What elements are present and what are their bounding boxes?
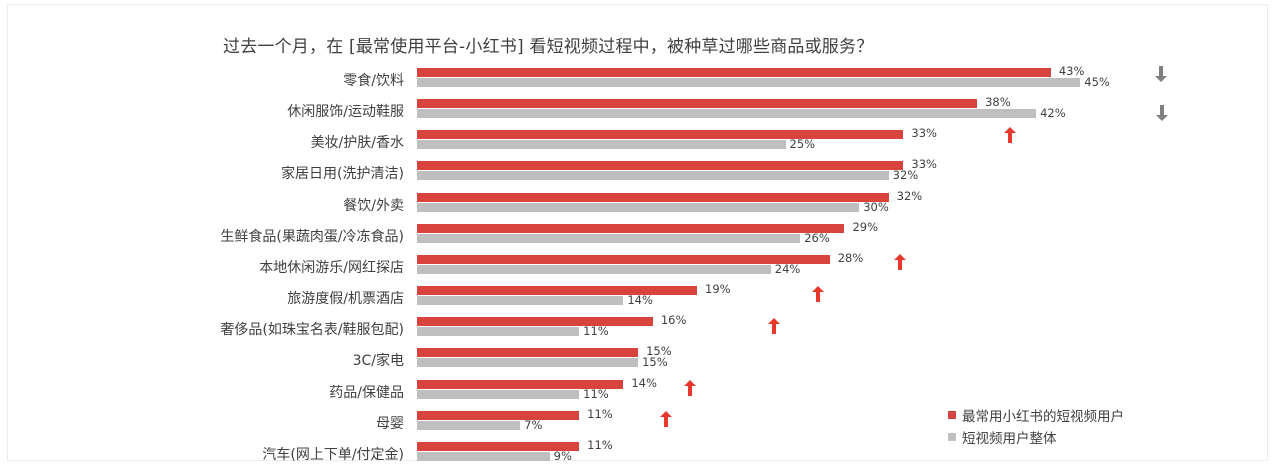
legend-item-xiaohongshu-users: 最常用小红书的短视频用户 — [948, 404, 1124, 426]
data-label: 24% — [774, 261, 801, 276]
data-label: 29% — [852, 219, 879, 234]
bar-all-users — [417, 140, 786, 150]
category-label: 旅游度假/机票酒店 — [287, 291, 404, 308]
category-label: 本地休闲游乐/网红探店 — [259, 259, 404, 276]
category-label: 汽车(网上下单/付定金) — [262, 446, 404, 463]
chart-row: 汽车(网上下单/付定金) 11% 9% — [0, 438, 1280, 472]
data-label: 11% — [583, 386, 609, 401]
data-label: 32% — [892, 168, 919, 183]
category-label: 餐饮/外卖 — [343, 197, 404, 214]
bar-xiaohongshu-users — [417, 410, 580, 420]
arrow-up-icon — [1004, 127, 1016, 144]
legend-label: 最常用小红书的短视频用户 — [962, 409, 1124, 425]
category-label: 生鲜食品(果蔬肉蛋/冷冻食品) — [220, 228, 404, 245]
bar-all-users — [417, 109, 1037, 119]
chart-row: 休闲服饰/运动鞋服 38% 42% — [0, 95, 1280, 129]
bar-xiaohongshu-users — [417, 441, 580, 451]
bar-all-users — [417, 420, 521, 430]
bar-xiaohongshu-users — [417, 286, 698, 296]
arrow-down-icon — [1155, 66, 1167, 82]
data-label: 43% — [1058, 64, 1085, 78]
chart-row: 旅游度假/机票酒店 19% 14% — [0, 282, 1280, 316]
data-label: 45% — [1084, 75, 1110, 89]
data-label: 11% — [587, 406, 613, 421]
data-label: 9% — [553, 448, 572, 463]
bar-xiaohongshu-users — [417, 68, 1051, 77]
data-label: 15% — [646, 344, 672, 359]
data-label: 11% — [587, 437, 613, 452]
bar-all-users — [417, 171, 889, 181]
bar-xiaohongshu-users — [417, 99, 978, 109]
legend-label: 短视频用户整体 — [962, 431, 1057, 447]
category-label: 母婴 — [376, 415, 404, 432]
bar-xiaohongshu-users — [417, 192, 889, 202]
chart-row: 药品/保健品 14% 11% — [0, 376, 1280, 410]
chart-row: 家居日用(洗护清洁) 33% 32% — [0, 157, 1280, 191]
data-label: 33% — [911, 126, 937, 141]
chart-row: 奢侈品(如珠宝名表/鞋服包配) 16% 11% — [0, 313, 1280, 347]
bar-all-users — [417, 327, 580, 337]
data-label: 33% — [911, 157, 937, 172]
category-label: 奢侈品(如珠宝名表/鞋服包配) — [220, 322, 404, 339]
arrow-up-icon — [768, 318, 780, 335]
category-label: 药品/保健品 — [329, 384, 404, 401]
data-label: 26% — [804, 230, 830, 245]
bar-xiaohongshu-users — [417, 317, 653, 327]
bar-all-users — [417, 202, 860, 212]
data-label: 25% — [789, 137, 816, 152]
arrow-up-icon — [812, 286, 824, 303]
data-label: 16% — [660, 313, 687, 328]
category-label: 3C/家电 — [352, 353, 404, 370]
bar-xiaohongshu-users — [417, 223, 845, 233]
bar-all-users — [417, 233, 801, 243]
data-label: 19% — [705, 282, 731, 297]
bar-xiaohongshu-users — [417, 348, 639, 358]
chart-row: 生鲜食品(果蔬肉蛋/冷冻食品) 29% 26% — [0, 220, 1280, 254]
data-label: 15% — [642, 355, 668, 370]
bar-all-users — [417, 389, 580, 399]
data-label: 14% — [631, 375, 657, 390]
bar-xiaohongshu-users — [417, 254, 830, 264]
chart-row: 本地休闲游乐/网红探店 28% 24% — [0, 251, 1280, 285]
data-label: 30% — [863, 199, 889, 214]
data-label: 14% — [627, 293, 653, 308]
arrow-down-icon — [1156, 105, 1168, 122]
data-label: 28% — [837, 250, 864, 265]
bar-all-users — [417, 264, 771, 274]
category-label: 美妆/护肤/香水 — [310, 135, 404, 152]
legend-swatch-red — [948, 411, 956, 419]
bar-all-users — [417, 78, 1081, 87]
arrow-up-icon — [660, 410, 672, 427]
chart-row: 3C/家电 15% 15% — [0, 344, 1280, 378]
chart-title: 过去一个月，在 [最常使用平台-小红书] 看短视频过程中，被种草过哪些商品或服务… — [223, 37, 874, 57]
chart-row: 零食/饮料 43% 45% — [0, 64, 1280, 98]
arrow-up-icon — [894, 253, 906, 270]
category-label: 零食/饮料 — [343, 73, 404, 89]
bar-xiaohongshu-users — [417, 161, 904, 171]
chart-row: 美妆/护肤/香水 33% 25% — [0, 126, 1280, 160]
data-label: 32% — [896, 188, 923, 203]
bar-all-users — [417, 296, 624, 306]
arrow-up-icon — [684, 379, 696, 396]
data-label: 7% — [524, 417, 543, 432]
bar-xiaohongshu-users — [417, 379, 624, 389]
data-label: 42% — [1040, 106, 1066, 121]
bar-xiaohongshu-users — [417, 130, 904, 140]
data-label: 38% — [985, 95, 1011, 110]
category-label: 休闲服饰/运动鞋服 — [287, 104, 404, 121]
bar-all-users — [417, 358, 639, 368]
chart-row: 餐饮/外卖 32% 30% — [0, 189, 1280, 223]
legend-swatch-gray — [948, 433, 956, 441]
legend-item-all-users: 短视频用户整体 — [948, 426, 1124, 448]
bar-all-users — [417, 451, 550, 461]
chart-row: 母婴 11% 7% — [0, 407, 1280, 441]
category-label: 家居日用(洗护清洁) — [281, 166, 404, 183]
data-label: 11% — [583, 324, 609, 339]
chart-legend: 最常用小红书的短视频用户 短视频用户整体 — [948, 404, 1124, 448]
